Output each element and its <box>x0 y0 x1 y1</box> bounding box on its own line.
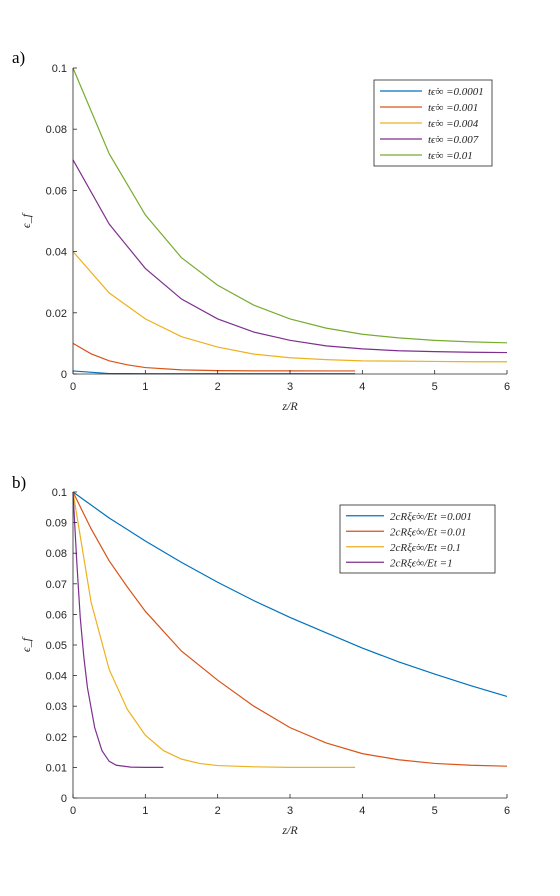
y-tick-label: 0.01 <box>46 762 67 774</box>
legend-entry: 2cRξϵ̇∞/Et =0.01 <box>390 526 466 538</box>
x-tick-label: 6 <box>504 805 510 817</box>
y-tick-label: 0.05 <box>46 640 67 652</box>
legend-entry: tϵ̇∞ =0.004 <box>428 118 479 130</box>
legend-entry: tϵ̇∞ =0.001 <box>428 102 478 114</box>
series-line-2 <box>72 342 356 372</box>
series-line-3 <box>72 491 356 768</box>
panel-label: b) <box>12 473 26 492</box>
legend: 2cRξϵ̇∞/Et =0.001 2cRξϵ̇∞/Et =0.01 2cRξϵ̇∞… <box>339 504 496 574</box>
x-tick-label: 6 <box>504 381 510 393</box>
x-tick-label: 1 <box>142 805 148 817</box>
y-tick-label: 0.1 <box>52 63 67 75</box>
legend-entry: tϵ̇∞ =0.0001 <box>428 86 484 98</box>
legend-entry: tϵ̇∞ =0.007 <box>428 134 479 146</box>
legend-entry: 2cRξϵ̇∞/Et =0.001 <box>390 511 472 523</box>
chart-panel-b: b) 0 1 2 3 4 5 6 0 0.01 0.02 0.03 0.04 0.05 0.06 0.07 0.… <box>12 473 510 837</box>
x-axis-label: z/R <box>281 399 298 413</box>
legend: tϵ̇∞ =0.0001 tϵ̇∞ =0.001 tϵ̇∞ =0.004 tϵ̇∞ =… <box>373 79 493 167</box>
y-tick-label: 0.1 <box>52 487 67 499</box>
x-tick-label: 2 <box>215 805 221 817</box>
x-tick-label: 5 <box>432 381 438 393</box>
y-tick-label: 0.08 <box>46 548 67 560</box>
x-tick-label: 1 <box>142 381 148 393</box>
x-tick-label: 3 <box>287 381 293 393</box>
y-tick-label: 0.03 <box>46 701 67 713</box>
series-line-1 <box>72 491 508 697</box>
y-tick-label: 0 <box>61 369 67 381</box>
x-axis-label: z/R <box>281 823 298 837</box>
y-axis-label: ϵ_f <box>19 212 33 228</box>
panel-label: a) <box>12 48 25 67</box>
x-tick-label: 4 <box>359 805 365 817</box>
y-tick-label: 0.04 <box>46 247 67 259</box>
y-tick-label: 0.09 <box>46 518 67 530</box>
series-line-5 <box>72 67 508 344</box>
y-tick-label: 0.02 <box>46 732 67 744</box>
series-line-4 <box>72 159 508 354</box>
y-tick-label: 0.06 <box>46 609 67 621</box>
legend-entry: tϵ̇∞ =0.01 <box>428 150 473 162</box>
legend-entry: 2cRξϵ̇∞/Et =1 <box>390 557 453 569</box>
y-tick-label: 0.08 <box>46 124 67 136</box>
x-tick-label: 0 <box>70 805 76 817</box>
chart-panel-a: a) 0 1 2 3 4 5 6 0 0.02 0.04 0.06 0.08 0.1 z/R ϵ_f tϵ̇∞ … <box>12 48 510 413</box>
y-tick-label: 0.04 <box>46 671 67 683</box>
x-tick-label: 3 <box>287 805 293 817</box>
series-line-3 <box>72 251 507 363</box>
series-line-4 <box>72 491 164 768</box>
legend-entry: 2cRξϵ̇∞/Et =0.1 <box>390 542 461 554</box>
x-tick-label: 0 <box>70 381 76 393</box>
y-axis-label: ϵ_f <box>19 636 33 652</box>
y-tick-label: 0 <box>61 793 67 805</box>
x-tick-label: 2 <box>215 381 221 393</box>
x-tick-label: 5 <box>432 805 438 817</box>
series-line-2 <box>72 491 508 767</box>
y-tick-label: 0.02 <box>46 308 67 320</box>
y-tick-label: 0.06 <box>46 185 67 197</box>
x-tick-label: 4 <box>359 381 365 393</box>
y-tick-label: 0.07 <box>46 579 67 591</box>
